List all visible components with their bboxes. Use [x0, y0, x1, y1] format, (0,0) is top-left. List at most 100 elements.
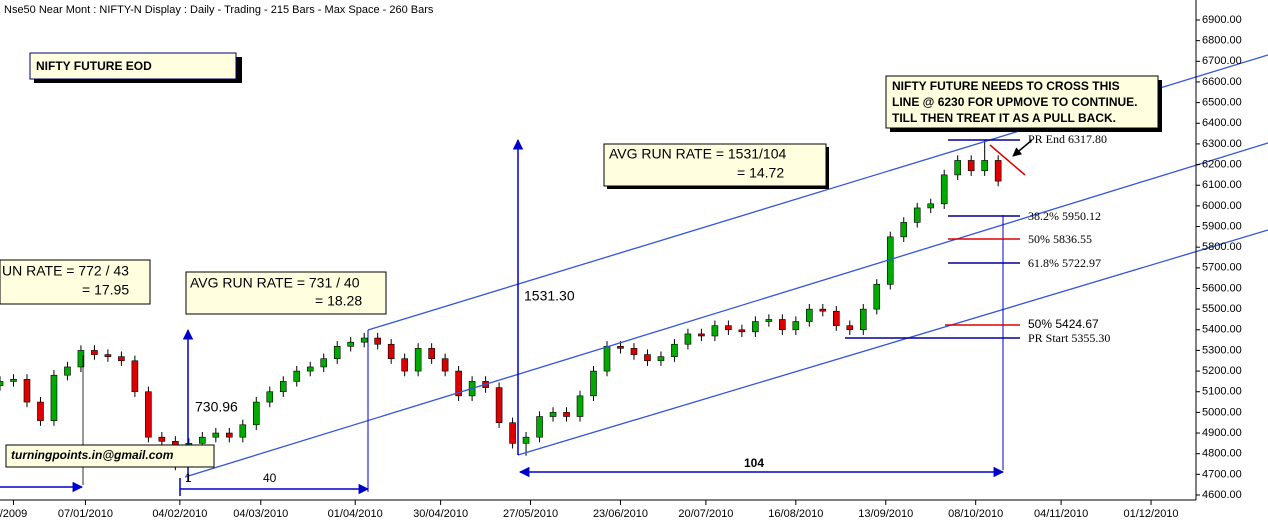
candle-body — [833, 310, 840, 326]
level-line — [989, 144, 1026, 176]
note-box — [885, 75, 1159, 129]
fib-label: 50% 5836.55 — [1028, 232, 1092, 246]
y-tick-label: 6500.00 — [1202, 97, 1242, 109]
candle-body — [576, 395, 584, 417]
candle-body — [77, 350, 85, 368]
candle-body — [765, 319, 773, 322]
run-rate: = 18.28 — [315, 293, 362, 309]
candle-body — [630, 348, 638, 355]
run-rate: = 17.95 — [82, 282, 129, 298]
y-tick-label: 6600.00 — [1202, 76, 1242, 88]
candle-body — [428, 348, 435, 359]
x-tick-label: 16/08/2010 — [768, 508, 823, 520]
email-box — [5, 444, 215, 468]
candle-body — [401, 358, 408, 372]
y-tick-label: 6700.00 — [1202, 55, 1242, 67]
y-tick-label: 5100.00 — [1202, 386, 1242, 398]
candle-body — [293, 370, 301, 382]
candle-body — [954, 160, 961, 176]
candle-body — [698, 333, 705, 337]
candle-body — [347, 341, 355, 347]
candle-body — [846, 325, 854, 331]
candle-body — [23, 379, 31, 403]
candle-body — [752, 321, 759, 333]
candle-body — [940, 174, 948, 205]
candle-body — [414, 348, 422, 372]
x-tick-label: 07/01/2010 — [58, 508, 113, 520]
x-tick-label: 30/04/2010 — [413, 508, 468, 520]
candle-body — [981, 160, 988, 172]
candle-body — [320, 358, 328, 368]
candle-body — [522, 436, 530, 444]
y-tick-label: 6300.00 — [1202, 138, 1242, 150]
candle-body — [900, 222, 908, 238]
trend-line — [184, 142, 1268, 478]
y-tick-label: 6400.00 — [1202, 117, 1242, 129]
y-tick-label: 5900.00 — [1202, 220, 1242, 232]
pr-start: PR Start 5355.30 — [1028, 331, 1110, 345]
pr-end: PR End 6317.80 — [1028, 132, 1107, 146]
candle-body — [374, 337, 381, 345]
marker-label: 1 — [185, 471, 192, 485]
y-tick-label: 4700.00 — [1202, 468, 1242, 480]
candle-body — [927, 203, 935, 209]
candle-body — [0, 381, 4, 386]
candle-body — [387, 343, 395, 359]
candle-body — [711, 325, 719, 337]
candle-body — [50, 374, 58, 421]
candle-body — [118, 356, 125, 362]
note: LINE @ 6230 FOR UPMOVE TO CONTINUE. — [892, 95, 1138, 109]
y-tick-label: 5200.00 — [1202, 365, 1242, 377]
rise-label: 1531.30 — [524, 288, 575, 304]
candle-body — [64, 366, 71, 376]
candle-body — [806, 308, 813, 322]
candle-body — [536, 416, 543, 438]
y-tick-label: 5800.00 — [1202, 241, 1242, 253]
y-tick-label: 5700.00 — [1202, 262, 1242, 274]
candle-body — [226, 432, 233, 438]
rise-label: 730.96 — [195, 399, 238, 415]
x-tick-label: 01/12/2010 — [1124, 508, 1179, 520]
chart-title: NIFTY FUTURE EOD — [36, 59, 152, 73]
run-rate-box — [603, 143, 827, 187]
y-tick-label: 4800.00 — [1202, 448, 1242, 460]
candle-body — [617, 346, 624, 349]
y-tick-label: 5300.00 — [1202, 344, 1242, 356]
note: NIFTY FUTURE NEEDS TO CROSS THIS — [892, 79, 1120, 93]
candle-body — [967, 160, 975, 172]
candle-body — [684, 333, 692, 345]
run-rate-box — [185, 271, 387, 315]
levels — [845, 139, 1033, 339]
candle-body — [441, 358, 449, 372]
run-rate: UN RATE = 772 / 43 — [2, 263, 129, 279]
x-tick-label: /2009 — [0, 508, 27, 520]
title-box — [29, 52, 237, 80]
y-tick-label: 5600.00 — [1202, 282, 1242, 294]
candle-body — [158, 436, 166, 442]
candle-body — [145, 391, 152, 438]
x-tick-label: 27/05/2010 — [503, 508, 558, 520]
candle-body — [455, 370, 462, 397]
candle-body — [549, 412, 557, 417]
candle-body — [509, 422, 516, 444]
candle-body — [913, 207, 921, 223]
candle-body — [603, 346, 611, 372]
fib-label: 38.2% 5950.12 — [1028, 209, 1101, 223]
candle-body — [131, 360, 139, 393]
candle-body — [37, 401, 44, 421]
candle-body — [266, 391, 274, 403]
candle-body — [10, 379, 17, 382]
y-tick-label: 6000.00 — [1202, 200, 1242, 212]
x-tick-label: 04/03/2010 — [233, 508, 288, 520]
note: TILL THEN TREAT IT AS A PULL BACK. — [892, 111, 1116, 125]
candle-body — [657, 356, 665, 362]
y-tick-label: 6900.00 — [1202, 14, 1242, 26]
y-tick-label: 5400.00 — [1202, 324, 1242, 336]
y-tick-label: 6200.00 — [1202, 158, 1242, 170]
x-tick-label: 23/06/2010 — [593, 508, 648, 520]
candle-body — [792, 321, 800, 331]
candle-body — [199, 436, 206, 444]
candle-body — [563, 412, 570, 417]
x-tick-label: 04/02/2010 — [152, 508, 207, 520]
